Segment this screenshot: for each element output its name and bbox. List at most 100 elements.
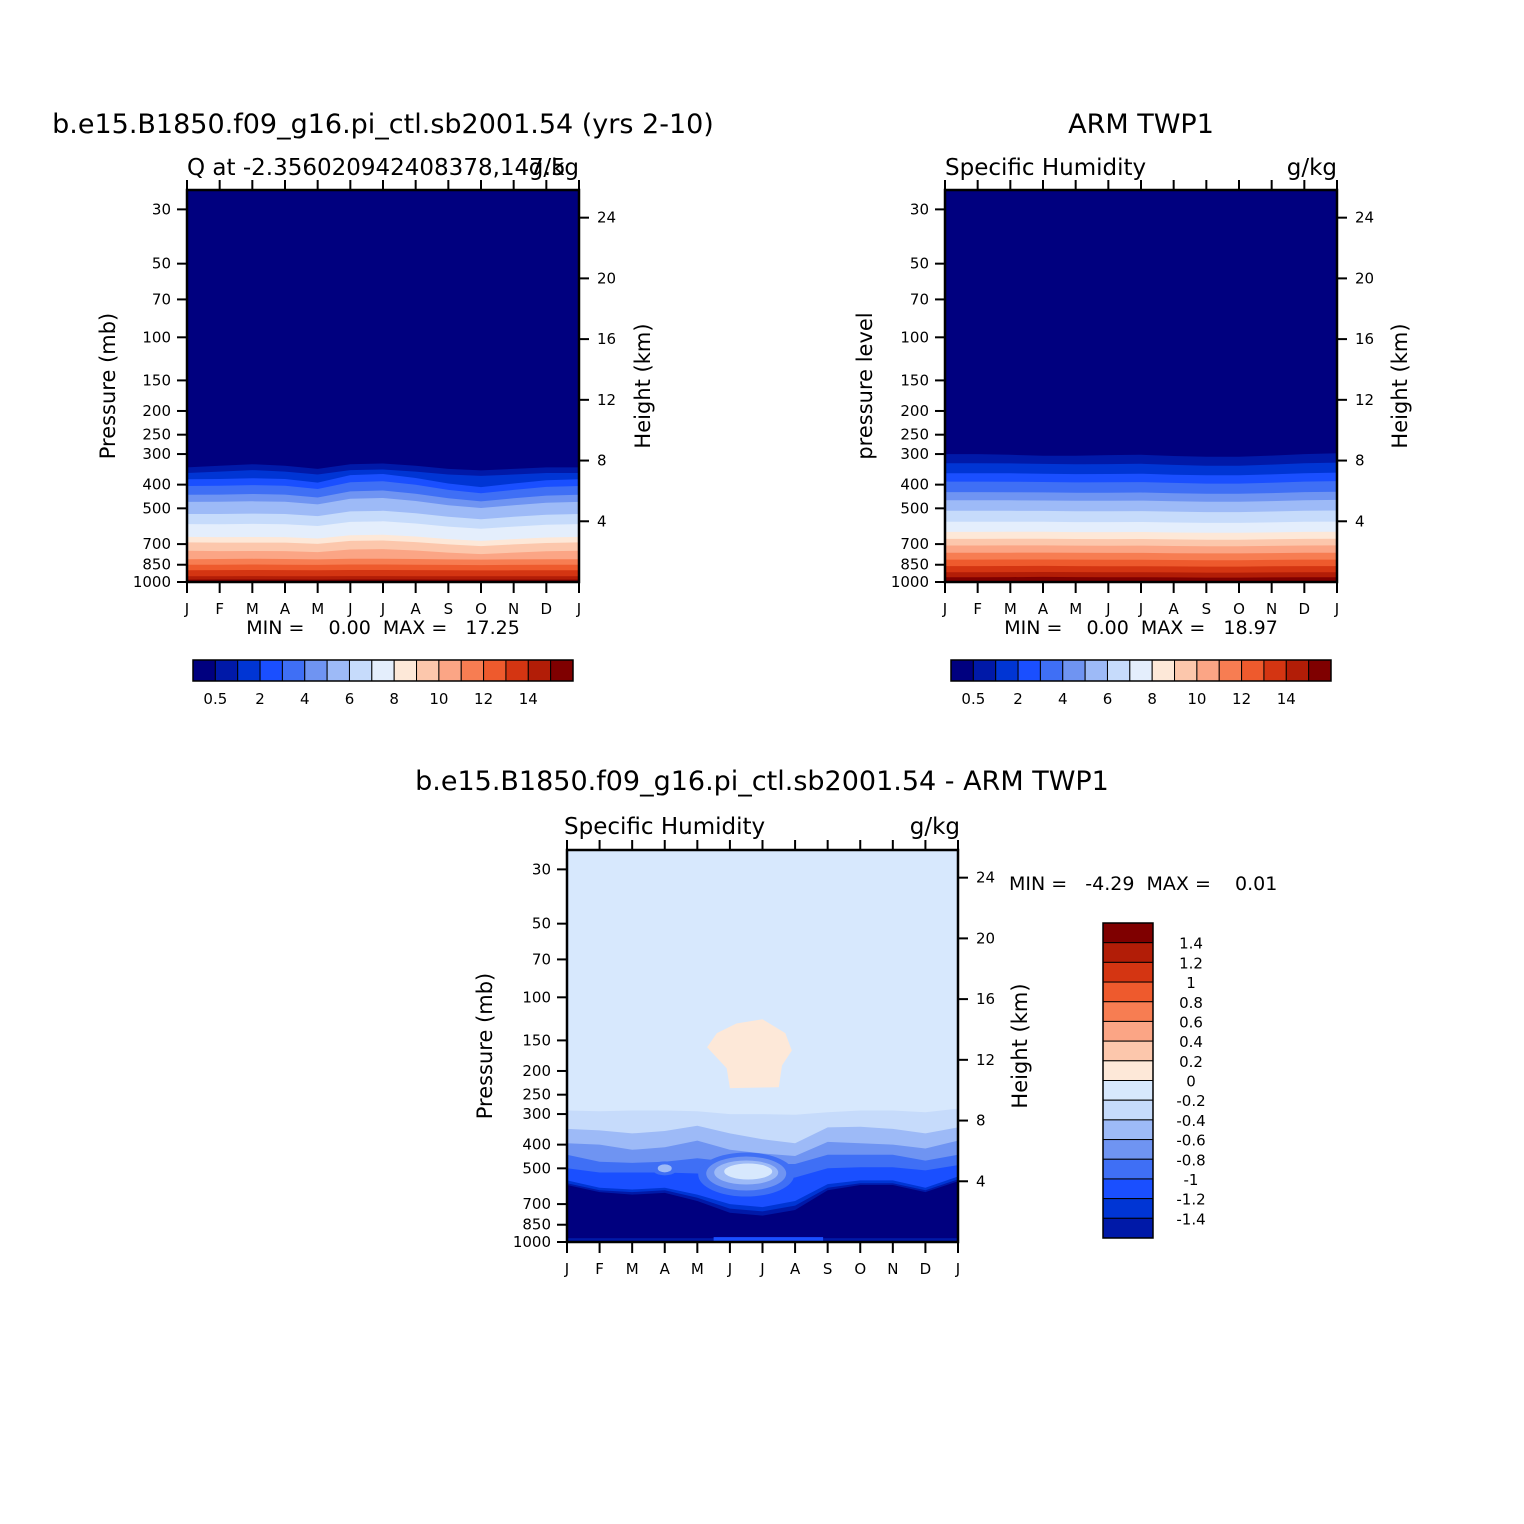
panel-diff-colorbar-box: [1102, 942, 1154, 963]
panel-obs-month-tick-label: O: [1233, 600, 1245, 618]
panel-diff-colorbar-box: [1102, 1040, 1154, 1062]
panel-diff-colorbar-box: [1102, 1178, 1154, 1200]
panel-model-colorbar-box: [281, 659, 306, 682]
panel-obs-colorbar: 0.5 2 4 6 8 10 12 14: [950, 659, 1332, 708]
panel-model-pressure-tick-label: 1000: [133, 573, 171, 591]
panel-obs-month-tick-label: N: [1266, 600, 1277, 618]
panel-obs-colorbar-box: [1285, 659, 1310, 682]
panel-diff-month-tick-label: N: [887, 1260, 898, 1278]
panel-obs-pressure-tick-label: 1000: [891, 573, 929, 591]
panel-obs-colorbar-box: [950, 659, 974, 682]
panel-diff-month-tick-label: O: [854, 1260, 866, 1278]
panel-diff-colorbar-label: 0.8: [1179, 994, 1203, 1012]
panel-diff-pressure-tick-label: 700: [522, 1195, 551, 1213]
panel-obs-title: ARM TWP1: [1068, 109, 1214, 140]
panel-diff-pressure-tick-label: 30: [532, 860, 551, 878]
panel-model-left-subtitle: Q at -2.356020942408378,147.5: [187, 155, 566, 181]
panel-obs-colorbar-label: 0.5: [961, 690, 985, 708]
panel-model-height-tick-label: 4: [597, 512, 607, 530]
panel-obs-colorbar-box: [1241, 659, 1265, 682]
panel-model-month-tick-label: M: [311, 600, 324, 618]
panel-diff-colorbar-box: [1102, 1119, 1154, 1141]
panel-diff-height-tick-label: 24: [976, 869, 995, 887]
panel-diff-pressure-tick-label: 50: [532, 915, 551, 933]
panel-model-colorbar-label: 2: [255, 690, 265, 708]
panel-diff-colorbar-label: 1.4: [1179, 935, 1203, 953]
panel-diff-colorbar-frame: [1102, 922, 1154, 1239]
panel-obs-colorbar-label: 14: [1277, 690, 1296, 708]
panel-diff-title: b.e15.B1850.f09_g16.pi_ctl.sb2001.54 - A…: [415, 766, 1109, 797]
panel-model-month-tick-label: S: [444, 600, 454, 618]
panel-model-month-tick-label: D: [541, 600, 553, 618]
panel-diff-colorbar-label: 0.2: [1179, 1053, 1203, 1071]
panel-diff-colorbar-box: [1102, 922, 1154, 944]
panel-model-height-tick-label: 24: [597, 209, 616, 227]
panel-diff-colorbar-label: 0: [1186, 1073, 1196, 1091]
panel-model-pressure-tick-label: 850: [142, 556, 171, 574]
panel-diff-band-below-minus1.4: [567, 1181, 958, 1242]
panel-diff-colorbar-box: [1102, 1060, 1154, 1081]
panel-obs-pressure-tick-label: 50: [910, 255, 929, 273]
panel-diff-height-tick-label: 20: [976, 929, 995, 947]
panel-diff-left-subtitle: Specific Humidity: [564, 814, 765, 840]
panel-diff-pressure-tick-label: 100: [522, 988, 551, 1006]
panel-obs-pressure-tick-label: 500: [900, 499, 929, 517]
panel-diff-colorbar-label: -1.4: [1176, 1210, 1205, 1228]
panel-diff-height-tick-label: 4: [976, 1172, 986, 1190]
panel-model-colorbar-box: [259, 659, 283, 682]
panel-model-month-tick-label: J: [184, 600, 189, 618]
panel-obs-colorbar-label: 10: [1187, 690, 1206, 708]
panel-obs-colorbar-label: 4: [1058, 690, 1068, 708]
panel-obs-colorbar-frame: [950, 659, 1332, 682]
panel-obs-colorbar-box: [1039, 659, 1064, 682]
panel-diff-colorbar-box: [1102, 961, 1154, 983]
panel-diff-pressure-tick-label: 850: [522, 1216, 551, 1234]
panel-model-colorbar-box: [550, 659, 574, 682]
panel-obs-height-tick-label: 24: [1355, 209, 1374, 227]
panel-obs-month-tick-label: A: [1038, 600, 1049, 618]
panel-diff-colorbar-label: -0.4: [1176, 1112, 1205, 1130]
panel-model-month-tick-label: O: [475, 600, 487, 618]
panel-model-ylabel: Pressure (mb): [96, 313, 120, 460]
panel-model-title: b.e15.B1850.f09_g16.pi_ctl.sb2001.54 (yr…: [52, 109, 714, 140]
panel-obs-pressure-tick-label: 850: [900, 556, 929, 574]
panel-model-month-tick-label: F: [215, 600, 224, 618]
panel-model-month-tick-label: J: [347, 600, 352, 618]
panel-model-colorbar-box: [505, 659, 529, 682]
panel-obs-right-subtitle: g/kg: [1287, 155, 1337, 181]
panel-model-height-tick-label: 12: [597, 391, 616, 409]
panel-model-pressure-tick-label: 70: [152, 290, 171, 308]
panel-diff-colorbar-box: [1102, 1099, 1154, 1121]
panel-model-colorbar-box: [438, 659, 462, 682]
panel-diff-pressure-tick-label: 300: [522, 1105, 551, 1123]
panel-model-colorbar-box: [326, 659, 350, 682]
panel-diff-colorbar-label: -0.8: [1176, 1151, 1205, 1169]
panel-obs-pressure-tick-label: 70: [910, 290, 929, 308]
panel-diff-pressure-tick-label: 500: [522, 1159, 551, 1177]
panel-obs-colorbar-box: [1174, 659, 1198, 682]
panel-model-pressure-tick-label: 500: [142, 499, 171, 517]
panel-diff-height-tick-label: 8: [976, 1112, 986, 1130]
panel-model-colorbar-label: 14: [519, 690, 538, 708]
panel-diff-pressure-tick-label: 70: [532, 950, 551, 968]
panel-model-colorbar-label: 8: [389, 690, 399, 708]
panel-diff-small-bubble-core: [657, 1164, 672, 1173]
panel-obs-height-tick-label: 16: [1355, 330, 1374, 348]
panel-diff-colorbar-box: [1102, 981, 1154, 1003]
panel-obs-minmax: MIN = 0.00 MAX = 18.97: [1004, 617, 1278, 639]
panel-model-pressure-tick-label: 700: [142, 535, 171, 553]
panel-model-colorbar-label: 0.5: [203, 690, 227, 708]
panel-diff-colorbar-label: 1: [1186, 974, 1196, 992]
panel-obs-colorbar-box: [995, 659, 1019, 682]
panel-model-colorbar-box: [192, 659, 216, 682]
panel-model-colorbar-frame: [192, 659, 574, 682]
panel-model-month-tick-label: J: [380, 600, 385, 618]
panel-obs-month-tick-label: A: [1169, 600, 1180, 618]
panel-model-pressure-tick-label: 400: [142, 476, 171, 494]
panel-diff-colorbar-label: 0.4: [1179, 1033, 1203, 1051]
panel-diff-minmax: MIN = -4.29 MAX = 0.01: [1009, 873, 1277, 895]
panel-obs-ylabel: pressure level: [853, 312, 877, 459]
